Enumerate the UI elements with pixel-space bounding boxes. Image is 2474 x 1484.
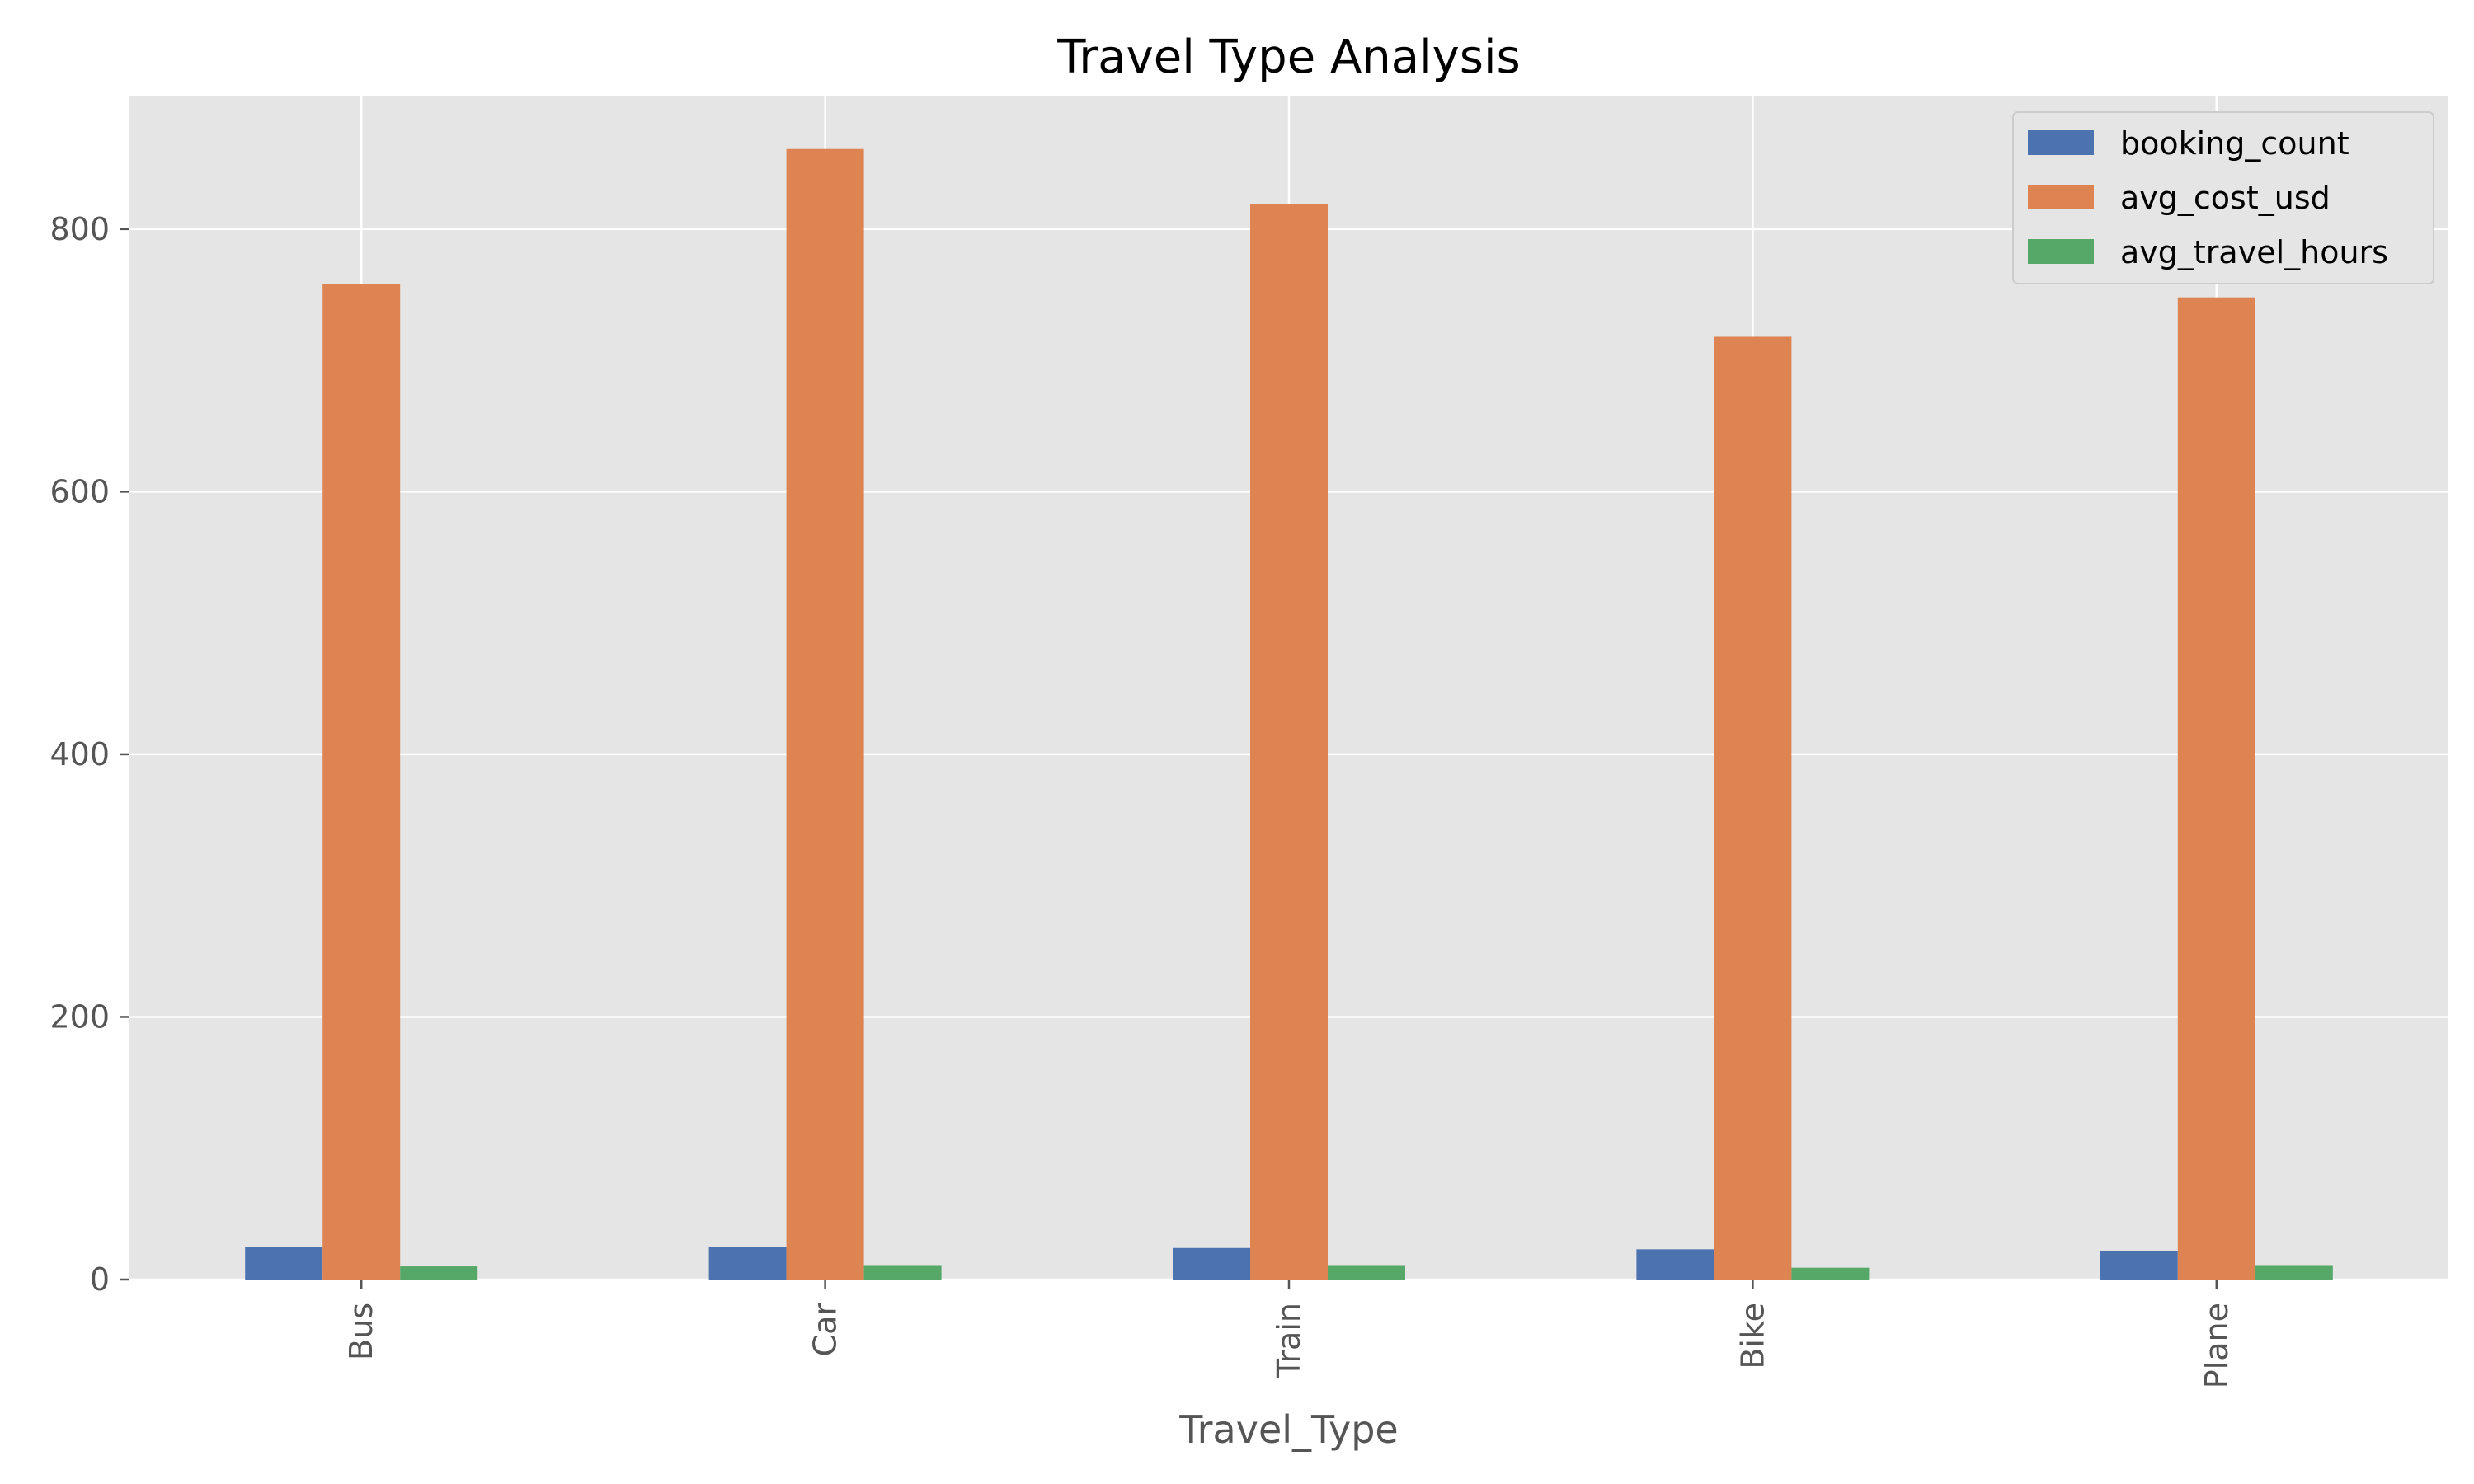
x-axis-ticks: Bus Car Train Bike Plane [343,1280,2235,1388]
bar-booking_count-bus [245,1247,323,1280]
legend-swatch [2028,130,2094,155]
x-axis-label: Travel_Type [1178,1407,1398,1452]
chart-title: Travel Type Analysis [1056,31,1520,84]
bar-avg_cost_usd-bike [1714,336,1792,1280]
y-tick-label: 800 [49,211,110,247]
x-tick-label: Bike [1734,1303,1771,1369]
x-tick-label: Train [1271,1303,1307,1378]
legend-label: avg_cost_usd [2120,180,2331,216]
legend-swatch [2028,239,2094,264]
legend-label: booking_count [2120,125,2349,162]
bar-booking_count-car [708,1247,787,1280]
x-tick-label: Bus [343,1303,379,1360]
x-tick-label: Car [807,1303,844,1357]
bar-avg_cost_usd-plane [2177,297,2255,1280]
y-tick-label: 0 [90,1261,110,1298]
bar-booking_count-plane [2100,1250,2178,1280]
bars [245,148,2333,1280]
x-tick-label: Plane [2199,1303,2235,1388]
bar-booking_count-train [1173,1247,1250,1280]
legend-label: avg_travel_hours [2120,234,2388,270]
bar-avg_travel_hours-bike [1791,1267,1870,1280]
bar-avg_cost_usd-car [786,148,864,1280]
legend-swatch [2028,185,2094,209]
bar-avg_travel_hours-train [1328,1265,1405,1280]
bar-booking_count-bike [1636,1249,1714,1280]
y-tick-label: 400 [49,736,110,773]
legend-box [2012,111,2434,284]
bar-avg_travel_hours-plane [2255,1265,2333,1280]
y-axis-ticks: 0 200 400 600 800 [49,211,129,1298]
bar-avg_travel_hours-bus [400,1266,478,1280]
y-tick-label: 200 [49,998,110,1035]
bar-avg_cost_usd-train [1250,204,1328,1280]
bar-avg_travel_hours-car [863,1265,942,1280]
legend: booking_count avg_cost_usd avg_travel_hour… [2012,111,2434,284]
y-tick-label: 600 [49,473,110,510]
bar-avg_cost_usd-bus [322,284,401,1280]
